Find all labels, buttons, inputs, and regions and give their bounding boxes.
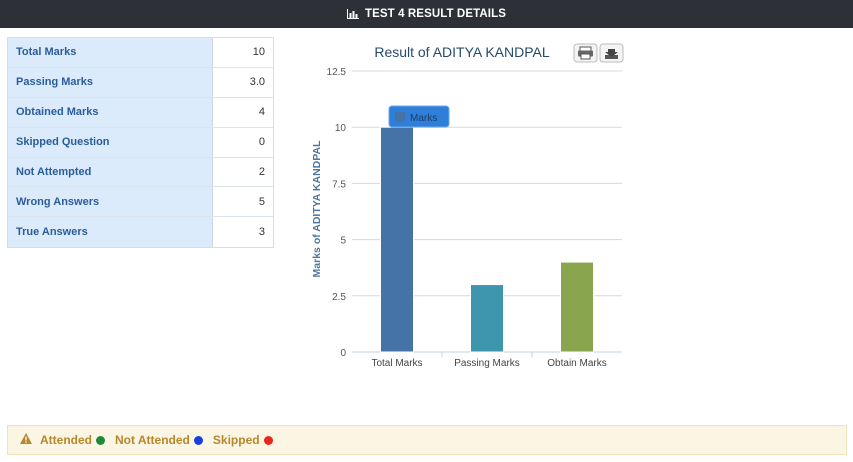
row-value: 10 bbox=[213, 38, 273, 67]
bar-obtain-marks[interactable] bbox=[560, 261, 594, 353]
row-value: 5 bbox=[213, 187, 273, 217]
row-label: True Answers bbox=[8, 217, 213, 248]
table-row: Not Attempted 2 bbox=[8, 157, 273, 188]
row-value: 4 bbox=[213, 97, 273, 127]
row-label: Passing Marks bbox=[8, 67, 213, 97]
x-tick-label: Obtain Marks bbox=[547, 358, 606, 369]
result-chart: 0 2.5 5 7.5 10 12.5 Total Marks Passing Marks O… bbox=[300, 36, 640, 381]
page-title: TEST 4 RESULT DETAILS bbox=[365, 8, 506, 20]
table-row: Obtained Marks 4 bbox=[8, 97, 273, 128]
row-value: 0 bbox=[213, 127, 273, 157]
y-tick-label: 10 bbox=[335, 123, 347, 134]
row-label: Wrong Answers bbox=[8, 187, 213, 217]
legend-not-attended-label: Not Attended bbox=[115, 433, 190, 447]
table-row: True Answers 3 bbox=[8, 217, 273, 248]
legend-skipped-label: Skipped bbox=[212, 433, 260, 447]
table-row: Passing Marks 3.0 bbox=[8, 67, 273, 98]
print-button[interactable] bbox=[573, 43, 598, 63]
row-value: 3 bbox=[213, 217, 273, 248]
y-tick-label: 5 bbox=[340, 236, 346, 247]
y-axis-label: Marks of ADITYA KANDPAL bbox=[311, 140, 323, 277]
row-label: Not Attempted bbox=[8, 157, 213, 187]
not-attended-dot bbox=[193, 435, 203, 445]
row-value: 2 bbox=[213, 157, 273, 187]
download-icon bbox=[605, 49, 618, 59]
warning-icon bbox=[20, 433, 32, 447]
y-tick-label: 7.5 bbox=[332, 179, 346, 190]
tooltip-label: Marks bbox=[410, 113, 437, 124]
row-label: Skipped Question bbox=[8, 127, 213, 157]
result-summary-table: Total Marks 10 Passing Marks 3.0 Obtaine… bbox=[7, 37, 274, 249]
row-label: Total Marks bbox=[8, 38, 213, 67]
row-value: 3.0 bbox=[213, 67, 273, 97]
y-tick-label: 0 bbox=[340, 348, 346, 359]
table-row: Skipped Question 0 bbox=[8, 127, 273, 158]
chart-canvas: 0 2.5 5 7.5 10 12.5 Total Marks Passing Marks O… bbox=[311, 43, 624, 369]
chart-tooltip: Marks bbox=[388, 105, 450, 128]
status-legend: Attended Not Attended Skipped bbox=[7, 425, 847, 455]
table-row: Wrong Answers 5 bbox=[8, 187, 273, 218]
download-button[interactable] bbox=[599, 43, 624, 63]
skipped-dot bbox=[263, 435, 273, 445]
attended-dot bbox=[96, 435, 105, 445]
x-tick-label: Passing Marks bbox=[454, 358, 520, 369]
y-tick-label: 2.5 bbox=[332, 292, 346, 303]
print-icon bbox=[578, 46, 593, 60]
row-label: Obtained Marks bbox=[8, 97, 213, 127]
table-row: Total Marks 10 bbox=[8, 38, 273, 68]
page-header: TEST 4 RESULT DETAILS bbox=[0, 0, 853, 28]
chart-title: Result of ADITYA KANDPAL bbox=[374, 44, 550, 60]
y-tick-label: 12.5 bbox=[327, 67, 347, 78]
bar-chart-icon bbox=[347, 9, 360, 19]
x-tick-label: Total Marks bbox=[371, 358, 422, 369]
bar-total-marks[interactable] bbox=[380, 126, 414, 353]
bar-passing-marks[interactable] bbox=[470, 284, 504, 353]
legend-attended-label: Attended bbox=[40, 433, 92, 447]
